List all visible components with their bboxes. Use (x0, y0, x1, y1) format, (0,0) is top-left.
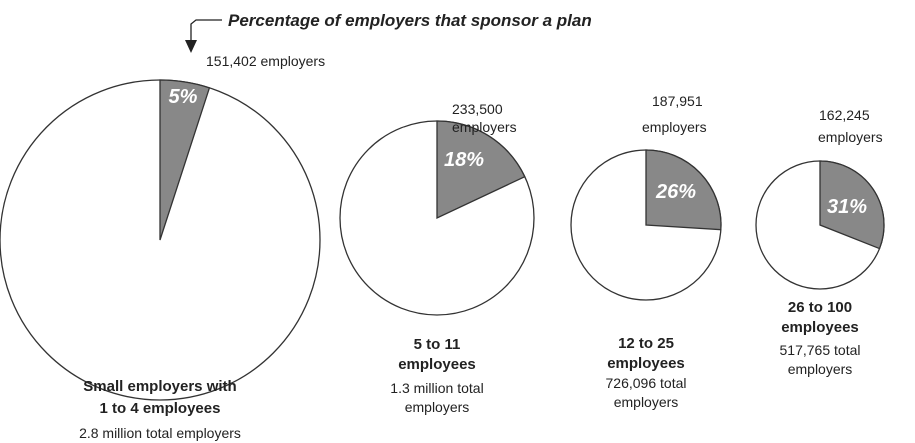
pie-group-label-line2: employees (398, 356, 476, 373)
pie-group-small-1-to-4: 5% 151,402 employers Small employers wit… (0, 53, 325, 441)
pie-total-label: 1.3 million total (390, 380, 483, 396)
pie-sponsor-percent-label: 5% (169, 86, 198, 108)
pie-sponsor-percent-label: 26% (655, 181, 696, 203)
title-pointer-line (190, 19, 222, 40)
pie-sponsor-slice (819, 160, 885, 250)
pie-group-label-line2: employees (781, 319, 859, 336)
pie-total-label-line2: employers (788, 361, 853, 377)
pie-sponsor-count-label-line2: employers (452, 119, 517, 135)
pie-sponsor-count-label: 233,500 (452, 101, 503, 117)
pie-group-label: 26 to 100 (788, 299, 852, 316)
pie-total-label: 517,765 total (780, 342, 861, 358)
pie-sponsor-count-label: 187,951 (652, 93, 703, 109)
pie-sponsor-slice (436, 120, 526, 220)
pie-sponsor-percent-label: 18% (444, 149, 484, 171)
pie-total-label: 2.8 million total employers (79, 425, 241, 441)
pie-group-5-to-11: 18% 233,500 employers 5 to 11 employees … (339, 101, 535, 415)
pie-group-label-line2: 1 to 4 employees (100, 400, 221, 417)
pie-total-label-line2: employers (405, 399, 470, 415)
title-pointer-arrowhead (185, 40, 197, 53)
pie-sponsor-count-label: 151,402 employers (206, 53, 325, 69)
pie-sponsor-count-label-line2: employers (642, 119, 707, 135)
pie-sponsor-slice (645, 149, 722, 231)
pie-group-label: Small employers with (83, 378, 236, 395)
pie-sponsor-count-label: 162,245 (819, 107, 870, 123)
pie-group-26-to-100: 31% 162,245 employers 26 to 100 employee… (755, 107, 885, 377)
chart-title: Percentage of employers that sponsor a p… (228, 11, 592, 30)
pie-group-12-to-25: 26% 187,951 employers 12 to 25 employees… (570, 93, 722, 410)
pie-group-label: 5 to 11 (414, 336, 461, 353)
pie-total-label: 726,096 total (606, 375, 687, 391)
pie-group-label: 12 to 25 (618, 335, 674, 352)
pie-group-label-line2: employees (607, 355, 685, 372)
pie-sponsor-percent-label: 31% (827, 196, 867, 218)
pie-sponsor-count-label-line2: employers (818, 129, 883, 145)
pie-sponsor-slice (159, 79, 211, 241)
pie-total-label-line2: employers (614, 394, 679, 410)
